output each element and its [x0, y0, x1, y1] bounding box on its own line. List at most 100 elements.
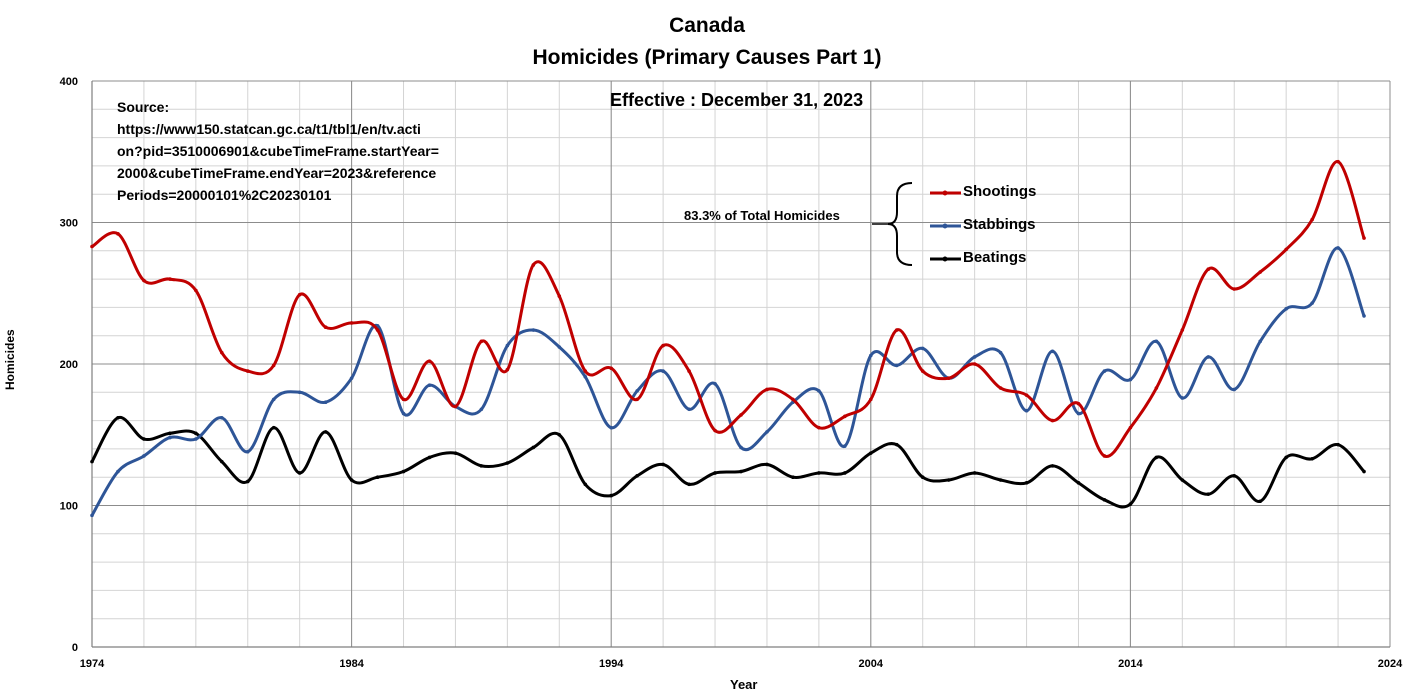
data-point-shootings [1206, 267, 1211, 271]
data-point-beatings [765, 462, 769, 467]
data-point-beatings [168, 431, 172, 436]
data-point-shootings [1232, 287, 1237, 291]
data-point-shootings [1362, 236, 1366, 240]
data-point-stabbings [194, 437, 198, 441]
y-tick-label: 400 [60, 76, 78, 88]
data-point-stabbings [1154, 339, 1159, 344]
y-tick-label: 200 [60, 359, 78, 371]
curly-brace [887, 182, 913, 266]
data-point-shootings [1076, 401, 1081, 406]
data-point-shootings [713, 428, 717, 433]
data-point-shootings [557, 294, 562, 298]
data-point-beatings [142, 437, 146, 441]
data-point-shootings [739, 413, 743, 417]
data-point-shootings [869, 397, 873, 402]
data-point-shootings [687, 369, 691, 373]
data-point-shootings [297, 292, 302, 297]
data-point-stabbings [1180, 396, 1185, 400]
data-point-stabbings [998, 350, 1003, 355]
data-point-beatings [1232, 473, 1237, 478]
legend-marker-shootings [942, 190, 948, 196]
legend-marker-stabbings [942, 223, 948, 229]
data-point-beatings [1102, 498, 1107, 502]
data-point-shootings [583, 369, 588, 373]
y-tick-label: 100 [60, 501, 78, 513]
data-point-stabbings [271, 397, 276, 402]
data-point-stabbings [349, 376, 354, 380]
data-point-beatings [661, 462, 665, 467]
effective-date-note: Effective : December 31, 2023 [610, 90, 864, 110]
data-point-shootings [1310, 217, 1314, 222]
data-point-stabbings [1362, 314, 1366, 318]
legend-label-beatings: Beatings [963, 249, 1027, 266]
series-line-stabbings [90, 246, 1366, 517]
data-point-beatings [271, 425, 276, 430]
x-tick-label: 2024 [1378, 658, 1403, 670]
data-point-beatings [1128, 502, 1133, 506]
data-point-beatings [375, 475, 380, 480]
data-point-stabbings [635, 389, 639, 393]
data-point-beatings [1076, 481, 1081, 485]
data-point-stabbings [972, 355, 977, 359]
data-point-beatings [194, 431, 198, 436]
data-point-shootings [271, 363, 276, 368]
data-point-stabbings [168, 435, 172, 440]
data-point-stabbings [245, 449, 250, 454]
data-point-shootings [972, 362, 977, 366]
data-point-shootings [1180, 328, 1185, 332]
total-homicides-note: 83.3% of Total Homicides [684, 208, 840, 223]
data-point-beatings [557, 432, 562, 437]
data-point-beatings [687, 482, 691, 487]
data-point-beatings [635, 473, 639, 478]
chart-title: Canada [669, 14, 745, 37]
data-point-shootings [479, 339, 484, 344]
data-point-shootings [401, 397, 406, 402]
data-point-stabbings [531, 328, 536, 332]
legend-label-stabbings: Stabbings [963, 216, 1036, 233]
data-point-stabbings [920, 346, 925, 351]
data-point-stabbings [1076, 411, 1081, 416]
data-point-shootings [817, 425, 821, 430]
data-point-beatings [1206, 492, 1211, 496]
data-point-shootings [168, 277, 172, 281]
data-point-stabbings [817, 389, 821, 393]
data-point-beatings [869, 451, 873, 455]
data-point-shootings [894, 328, 899, 332]
data-point-beatings [427, 455, 432, 460]
data-point-stabbings [1102, 369, 1107, 373]
data-point-beatings [609, 493, 613, 498]
data-point-stabbings [739, 445, 743, 450]
data-point-stabbings [479, 407, 484, 412]
x-tick-label: 1994 [599, 658, 624, 670]
data-point-beatings [920, 475, 925, 480]
data-point-beatings [713, 471, 717, 475]
data-point-shootings [1024, 393, 1029, 397]
data-point-shootings [453, 404, 458, 409]
data-point-shootings [245, 369, 250, 373]
data-point-beatings [1258, 499, 1262, 504]
data-point-stabbings [765, 430, 769, 434]
x-tick-label: 1974 [80, 658, 105, 670]
data-point-shootings [1154, 386, 1159, 390]
x-tick-label: 2014 [1118, 658, 1143, 670]
data-point-stabbings [869, 353, 873, 358]
series-line-beatings [90, 416, 1366, 509]
data-point-stabbings [220, 415, 224, 420]
legend [930, 190, 961, 262]
data-point-beatings [583, 482, 588, 487]
data-point-beatings [1362, 469, 1366, 474]
data-point-shootings [661, 343, 665, 348]
data-point-shootings [90, 244, 94, 249]
data-point-beatings [1154, 455, 1159, 460]
data-point-beatings [1336, 442, 1340, 447]
data-point-shootings [765, 387, 769, 392]
data-point-stabbings [1128, 377, 1133, 382]
data-point-beatings [220, 459, 224, 464]
data-point-shootings [946, 376, 951, 380]
series-lines [90, 159, 1366, 518]
data-point-beatings [1180, 478, 1185, 482]
x-tick-label: 2004 [859, 658, 884, 670]
data-point-beatings [972, 471, 977, 475]
data-point-shootings [194, 288, 198, 293]
